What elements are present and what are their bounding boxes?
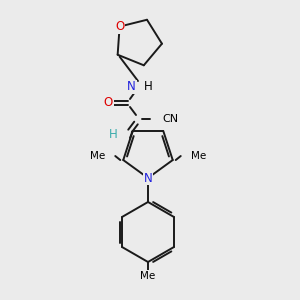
Text: H: H <box>109 128 118 142</box>
Text: CN: CN <box>162 114 178 124</box>
Text: H: H <box>144 80 153 94</box>
Text: Me: Me <box>191 151 206 161</box>
Text: N: N <box>127 80 136 94</box>
Text: O: O <box>103 97 112 110</box>
Text: N: N <box>144 172 152 184</box>
Text: Me: Me <box>90 151 105 161</box>
Text: O: O <box>115 20 124 33</box>
Text: Me: Me <box>140 271 156 281</box>
